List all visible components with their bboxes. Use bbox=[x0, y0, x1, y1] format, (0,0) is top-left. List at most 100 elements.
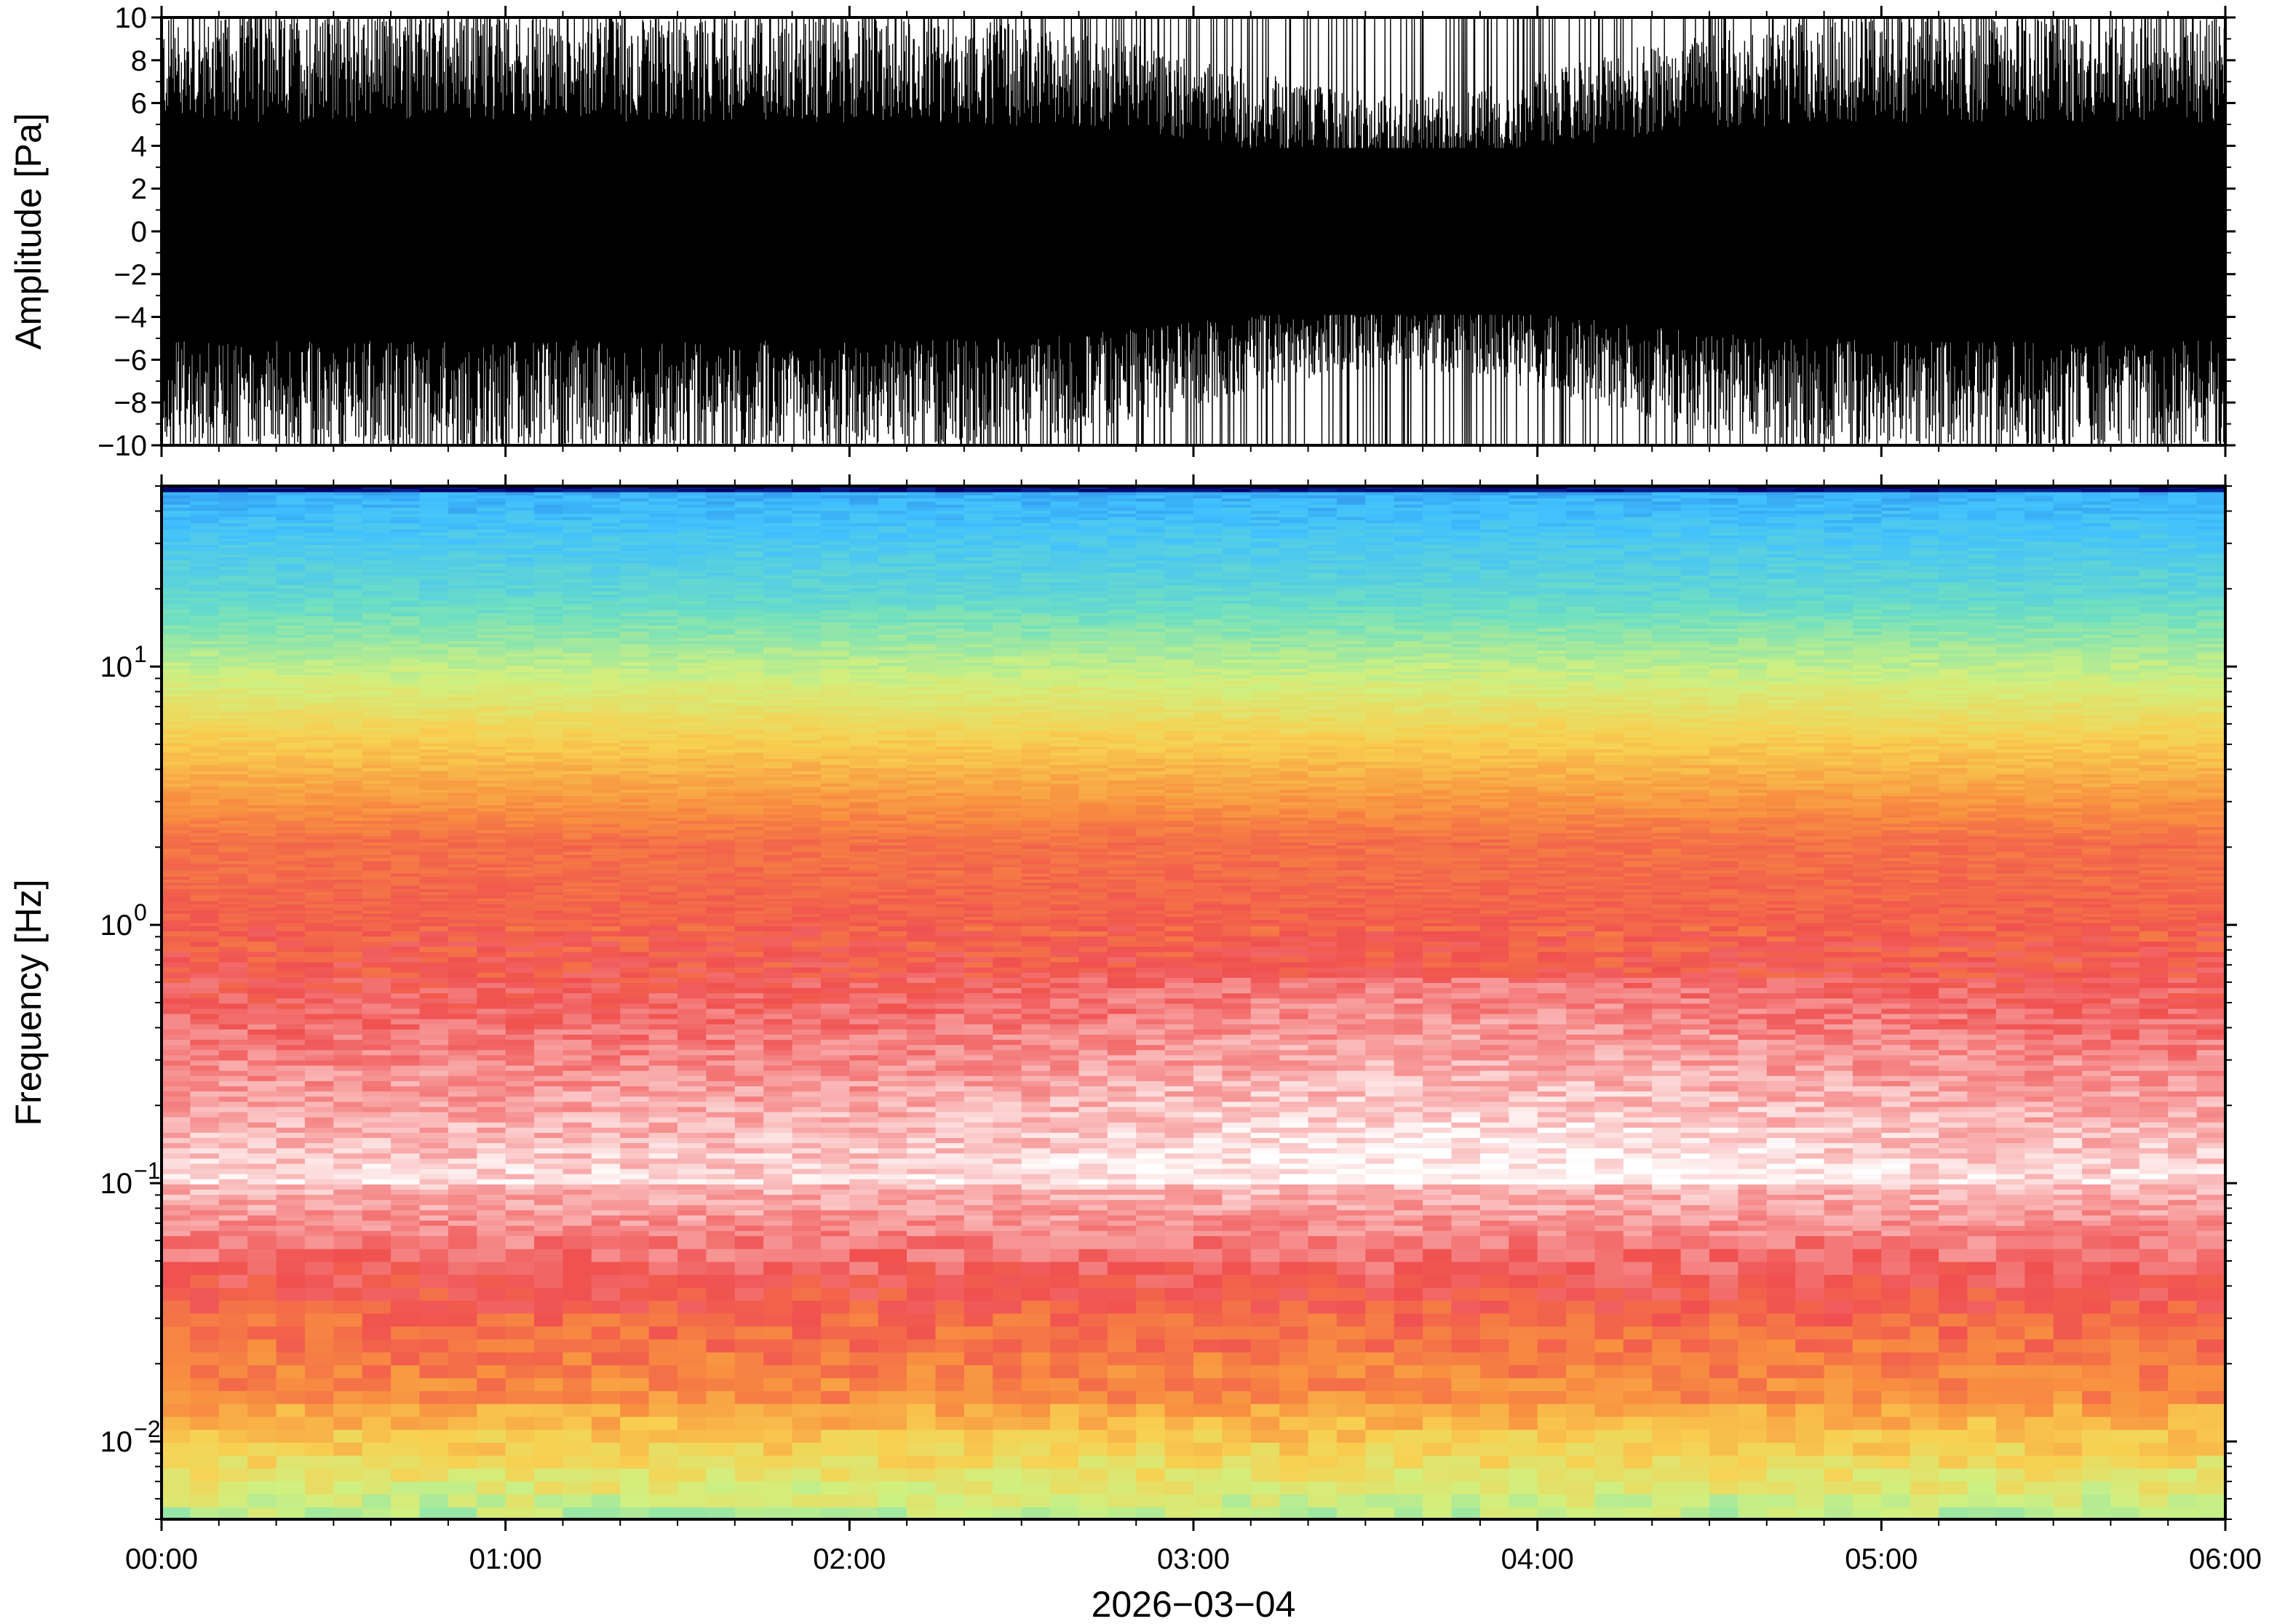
spectrogram-cell bbox=[677, 1158, 707, 1165]
spectrogram-cell bbox=[162, 541, 191, 546]
spectrogram-cell bbox=[419, 551, 449, 555]
spectrogram-cell bbox=[190, 977, 220, 984]
spectrogram-cell bbox=[591, 931, 621, 937]
spectrogram-cell bbox=[276, 656, 306, 661]
spectrogram-cell bbox=[218, 699, 248, 704]
spectrogram-cell bbox=[276, 644, 306, 648]
spectrogram-cell bbox=[391, 983, 421, 989]
spectrogram-cell bbox=[448, 603, 478, 608]
spectrogram-cell bbox=[391, 1065, 421, 1072]
spectrogram-cell bbox=[333, 931, 363, 937]
spectrogram-cell bbox=[247, 1179, 277, 1185]
spectrogram-cell bbox=[648, 1029, 678, 1035]
spectrogram-cell bbox=[276, 752, 306, 757]
spectrogram-cell bbox=[162, 517, 191, 521]
spectrogram-cell bbox=[448, 536, 478, 540]
spectrogram-cell bbox=[391, 486, 421, 490]
spectrogram-cell bbox=[162, 895, 191, 899]
spectrogram-cell bbox=[734, 988, 764, 994]
spectrogram-cell bbox=[247, 653, 277, 658]
spectrogram-cell bbox=[391, 501, 421, 506]
spectrogram-cell bbox=[419, 1287, 449, 1302]
spectrogram-cell bbox=[362, 1163, 392, 1170]
spectrogram-cell bbox=[362, 758, 392, 763]
spectrogram-cell bbox=[648, 1215, 678, 1222]
spectrogram-cell bbox=[706, 1148, 736, 1155]
spectrogram-cell bbox=[648, 1070, 678, 1077]
spectrogram-cell bbox=[448, 678, 478, 682]
spectrogram-cell bbox=[304, 885, 335, 890]
spectrogram-cell bbox=[304, 684, 335, 688]
spectrogram-cell bbox=[477, 1091, 506, 1097]
spectrogram-cell bbox=[591, 1132, 621, 1139]
spectrogram-cell bbox=[734, 1230, 764, 1237]
spectrogram-cell bbox=[162, 526, 191, 530]
spectrogram-cell bbox=[620, 1008, 650, 1015]
spectrogram-cell bbox=[448, 629, 478, 633]
spectrogram-cell bbox=[419, 907, 449, 912]
spectrogram-cell bbox=[419, 1055, 449, 1062]
spectrogram-cell bbox=[448, 1107, 478, 1113]
spectrogram-cell bbox=[247, 1112, 277, 1118]
spectrogram-cell bbox=[162, 920, 191, 924]
spectrogram-cell bbox=[162, 501, 191, 506]
spectrogram-cell bbox=[218, 662, 248, 666]
spectrogram-cell bbox=[218, 1235, 248, 1250]
spectrogram-cell bbox=[162, 1045, 191, 1051]
spectrogram-cell bbox=[563, 1075, 592, 1082]
spectrogram-cell bbox=[391, 811, 421, 816]
spectrogram-cell bbox=[333, 1163, 363, 1170]
spectrogram-cell bbox=[620, 957, 650, 963]
spectrogram-cell bbox=[304, 629, 335, 633]
spectrogram-cell bbox=[218, 656, 248, 661]
spectrogram-cell bbox=[247, 1210, 277, 1217]
spectrogram-cell bbox=[218, 637, 248, 642]
spectrogram-cell bbox=[448, 1014, 478, 1020]
spectrogram-cell bbox=[247, 952, 277, 958]
spectrogram-cell bbox=[333, 616, 363, 620]
spectrogram-cell bbox=[706, 1060, 736, 1067]
spectrogram-cell bbox=[162, 629, 191, 633]
spectrogram-cell bbox=[448, 520, 478, 524]
spectrogram-cell bbox=[276, 910, 306, 915]
spectrogram-cell bbox=[190, 817, 220, 821]
spectrogram-cell bbox=[162, 752, 191, 757]
spectrogram-cell bbox=[391, 725, 421, 729]
spectrogram-cell bbox=[333, 696, 363, 701]
spectrogram-cell bbox=[247, 762, 277, 766]
spectrogram-cell bbox=[247, 839, 277, 843]
spectrogram-cell bbox=[362, 544, 392, 549]
spectrogram-cell bbox=[677, 1300, 707, 1315]
spectrogram-cell bbox=[333, 1287, 363, 1302]
waveform-y-tick-label: −10 bbox=[98, 430, 147, 462]
spectrogram-cell bbox=[563, 1148, 592, 1155]
spectrogram-cell bbox=[162, 1163, 191, 1170]
spectrogram-cell bbox=[419, 1117, 449, 1123]
spectrogram-cell bbox=[591, 1153, 621, 1160]
spectrogram-cell bbox=[247, 917, 277, 921]
spectrogram-cell bbox=[419, 594, 449, 599]
spectrogram-cell bbox=[620, 1235, 650, 1250]
spectrogram-cell bbox=[218, 629, 248, 633]
spectrogram-cell bbox=[448, 511, 478, 515]
spectrogram-cell bbox=[247, 1275, 277, 1289]
spectrogram-cell bbox=[362, 597, 392, 602]
spectrogram-cell bbox=[591, 1045, 621, 1051]
spectrogram-cell bbox=[362, 511, 392, 515]
spectrogram-cell bbox=[620, 1122, 650, 1129]
spectrogram-cell bbox=[247, 913, 277, 918]
spectrogram-cell bbox=[276, 1481, 306, 1495]
spectrogram-cell bbox=[448, 619, 478, 624]
spectrogram-cell bbox=[190, 1127, 220, 1134]
spectrogram-cell bbox=[706, 1127, 736, 1134]
spectrogram-cell bbox=[247, 526, 277, 530]
spectrogram-cell bbox=[218, 765, 248, 769]
spectrogram-cell bbox=[162, 709, 191, 713]
spectrogram-cell bbox=[391, 910, 421, 915]
spectrogram-cell bbox=[333, 709, 363, 713]
spectrogram-cell bbox=[534, 942, 564, 948]
spectrogram-cell bbox=[477, 1014, 506, 1020]
spectrogram-cell bbox=[362, 1455, 392, 1470]
spectrogram-cell bbox=[190, 1494, 220, 1508]
spectrogram-cell bbox=[477, 1300, 506, 1315]
